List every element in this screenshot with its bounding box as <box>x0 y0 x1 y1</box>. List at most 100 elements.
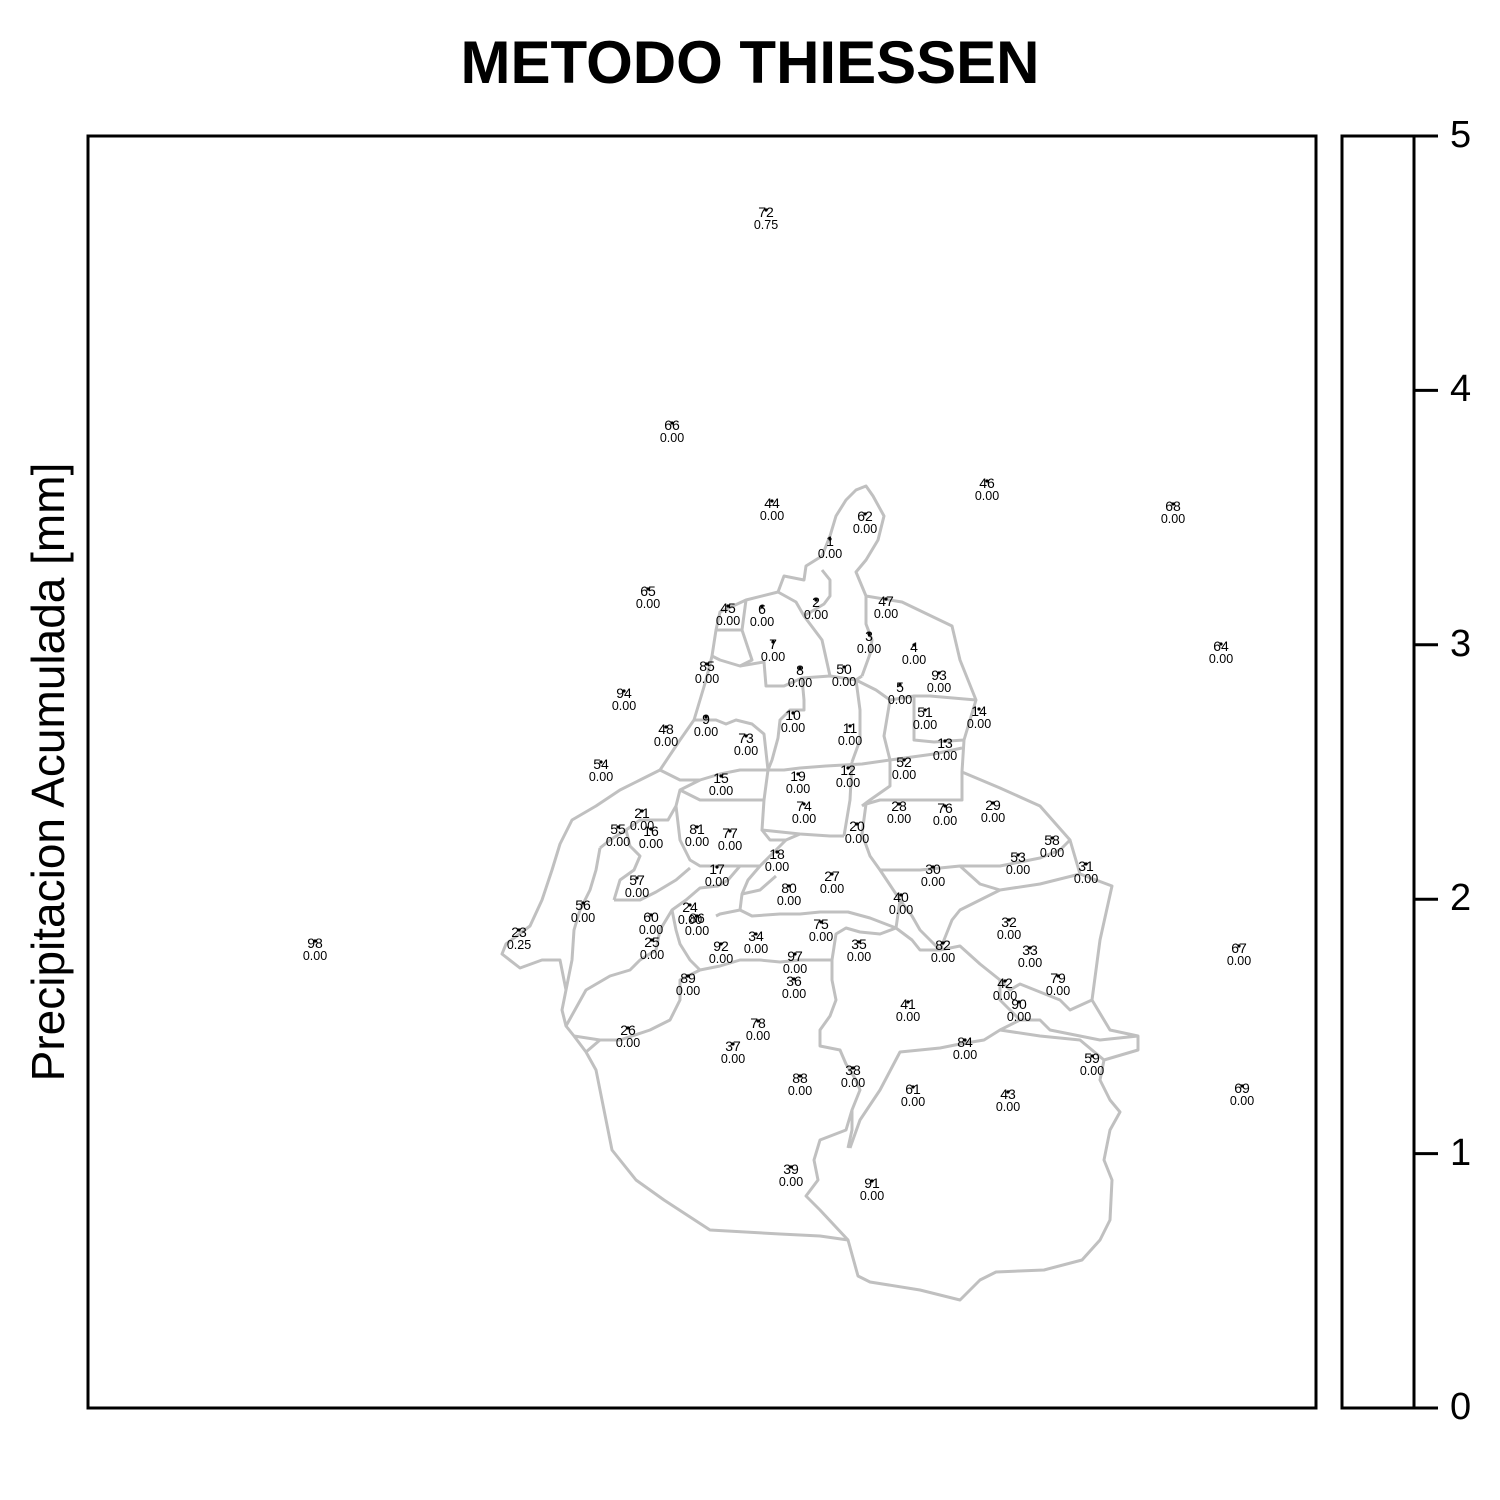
station-point <box>1006 1090 1010 1094</box>
region-boundary <box>599 778 701 850</box>
station-point <box>1237 944 1241 948</box>
station-marker: 40.00 <box>902 639 926 667</box>
station-point <box>775 850 779 854</box>
colorbar-tick-label: 1 <box>1450 1131 1472 1174</box>
station-point <box>793 952 797 956</box>
station-value: 0.00 <box>804 608 828 622</box>
station-point <box>626 1026 630 1030</box>
region-boundary <box>760 829 801 842</box>
station-point <box>726 604 730 608</box>
station-marker: 880.00 <box>788 1070 812 1098</box>
station-point <box>646 587 650 591</box>
station-marker: 730.00 <box>734 730 758 758</box>
station-id: 47 <box>878 593 894 609</box>
region-boundary <box>760 769 844 838</box>
station-id: 66 <box>664 417 680 433</box>
station-id: 88 <box>792 1070 808 1086</box>
station-id: 43 <box>1000 1086 1016 1102</box>
station-point <box>715 865 719 869</box>
station-id: 91 <box>864 1175 880 1191</box>
station-marker: 250.00 <box>640 934 664 962</box>
station-marker: 440.00 <box>760 495 784 523</box>
station-marker: 920.00 <box>709 938 733 966</box>
station-marker: 690.00 <box>1230 1080 1254 1108</box>
station-id: 61 <box>905 1081 921 1097</box>
station-point <box>923 708 927 712</box>
station-value: 0.00 <box>639 923 663 937</box>
station-value: 0.00 <box>625 886 649 900</box>
station-point <box>846 766 850 770</box>
station-marker: 980.00 <box>303 935 327 963</box>
station-id: 56 <box>575 897 591 913</box>
station-value: 0.00 <box>832 675 856 689</box>
station-id: 72 <box>758 204 774 220</box>
station-point <box>649 913 653 917</box>
station-value: 0.00 <box>640 948 664 962</box>
station-point <box>1090 1054 1094 1058</box>
station-point <box>1056 974 1060 978</box>
station-marker: 660.00 <box>660 417 684 445</box>
station-marker: 570.00 <box>625 872 649 900</box>
station-id: 36 <box>786 973 802 989</box>
station-marker: 620.00 <box>853 508 877 536</box>
station-marker: 340.00 <box>744 928 768 956</box>
station-point <box>798 666 802 670</box>
station-marker: 750.00 <box>809 916 833 944</box>
station-value: 0.00 <box>709 784 733 798</box>
station-marker: 210.00 <box>630 805 654 833</box>
station-value: 0.00 <box>1040 846 1064 860</box>
station-id: 69 <box>1234 1080 1250 1096</box>
station-marker: 550.00 <box>606 821 630 849</box>
station-point <box>884 597 888 601</box>
station-marker: 800.00 <box>777 880 801 908</box>
station-value: 0.00 <box>760 509 784 523</box>
station-point <box>728 829 732 833</box>
station-point <box>819 920 823 924</box>
station-value: 0.00 <box>996 1100 1020 1114</box>
station-value: 0.00 <box>303 949 327 963</box>
station-marker: 170.00 <box>705 861 729 889</box>
station-marker: 280.00 <box>887 798 911 826</box>
colorbar-tick-label: 5 <box>1450 114 1472 156</box>
station-point <box>640 809 644 813</box>
station-id: 20 <box>849 818 865 834</box>
station-value: 0.25 <box>507 938 531 952</box>
station-marker: 840.00 <box>953 1034 977 1062</box>
station-marker: 520.00 <box>892 754 916 782</box>
station-point <box>695 914 699 918</box>
region-boundary <box>659 768 768 782</box>
region-boundary <box>939 944 1093 1012</box>
station-point <box>842 665 846 669</box>
station-value: 0.00 <box>744 942 768 956</box>
station-marker: 680.00 <box>1161 498 1185 526</box>
station-id: 3 <box>865 628 873 644</box>
station-id: 53 <box>1010 849 1026 865</box>
station-value: 0.00 <box>967 717 991 731</box>
region-boundary <box>711 629 754 668</box>
station-value: 0.00 <box>589 770 613 784</box>
station-value: 0.00 <box>781 721 805 735</box>
station-id: 31 <box>1078 858 1094 874</box>
station-id: 39 <box>783 1161 799 1177</box>
station-value: 0.00 <box>779 1175 803 1189</box>
station-marker: 260.00 <box>616 1022 640 1050</box>
map-frame <box>86 134 1318 1410</box>
station-value: 0.00 <box>820 882 844 896</box>
region-boundary <box>848 1018 1021 1149</box>
station-id: 89 <box>680 970 696 986</box>
station-value: 0.00 <box>1230 1094 1254 1108</box>
station-value: 0.00 <box>786 782 810 796</box>
station-id: 65 <box>640 583 656 599</box>
station-value: 0.75 <box>754 218 778 232</box>
station-point <box>796 772 800 776</box>
station-value: 0.00 <box>993 989 1017 1003</box>
station-point <box>867 632 871 636</box>
station-point <box>649 827 653 831</box>
station-point <box>911 1085 915 1089</box>
station-marker: 390.00 <box>779 1161 803 1189</box>
station-marker: 20.00 <box>804 594 828 622</box>
station-point <box>1007 918 1011 922</box>
station-point <box>848 724 852 728</box>
